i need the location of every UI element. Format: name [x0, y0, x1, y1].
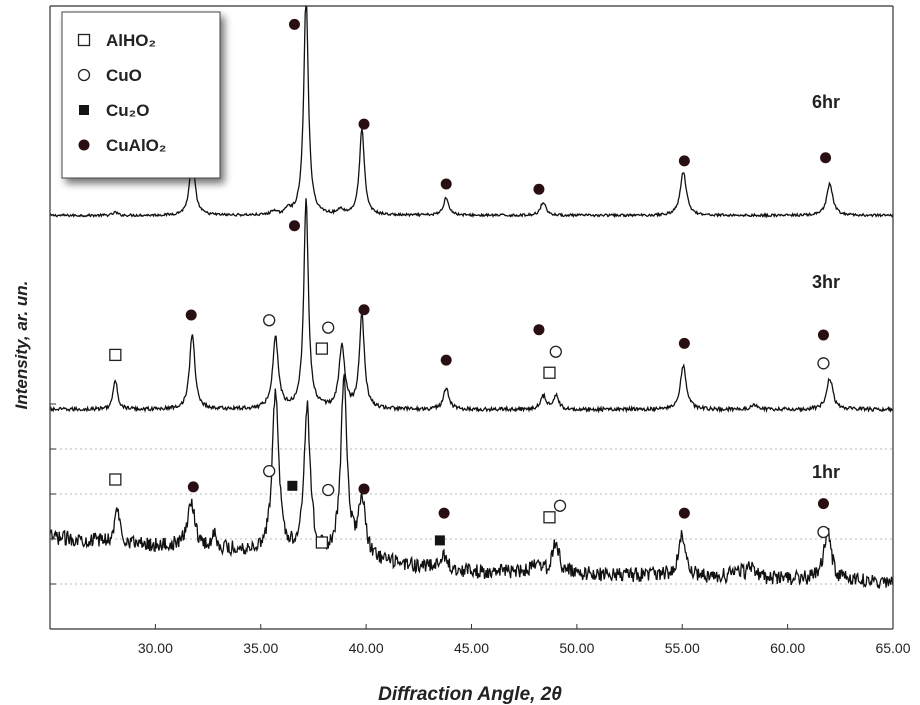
marker-6hr-CuAlO2-3 [358, 118, 370, 130]
marker-6hr-CuAlO2-7 [820, 152, 832, 164]
series-line-1hr [49, 373, 894, 589]
x-tick-label-6: 55.00 [665, 640, 700, 656]
marker-3hr-CuO-6 [322, 321, 335, 334]
legend-marker-CuO [77, 68, 91, 82]
x-tick-label-3: 40.00 [349, 640, 384, 656]
y-axis-ticks [50, 403, 56, 585]
marker-3hr-CuAlO2-9 [533, 324, 545, 336]
x-tick-label-5: 50.00 [559, 640, 594, 656]
marker-3hr-CuO-14 [817, 357, 830, 370]
marker-6hr-CuAlO2-2 [288, 18, 300, 30]
marker-6hr-CuAlO2-5 [533, 183, 545, 195]
marker-1hr-AlHO2-1 [109, 473, 122, 486]
marker-3hr-CuAlO2-7 [358, 304, 370, 316]
phase-markers [109, 18, 832, 549]
x-tick-label-1: 30.00 [138, 640, 173, 656]
marker-3hr-CuO-3 [263, 314, 276, 327]
marker-3hr-AlHO2-5 [315, 342, 329, 355]
marker-1hr-CuAlO2-8 [438, 507, 450, 519]
marker-1hr-Cu2O-4 [287, 480, 298, 491]
legend-label-Cu2O: Cu₂O [106, 101, 149, 120]
marker-3hr-AlHO2-1 [109, 348, 122, 362]
x-tick-label-8: 65.00 [875, 640, 910, 656]
marker-1hr-AlHO2-6 [315, 536, 329, 549]
marker-1hr-CuO-5 [322, 483, 335, 497]
legend-label-CuAlO2: CuAlO₂ [106, 136, 166, 155]
curve-labels: 6hr 3hr 1hr [812, 92, 840, 482]
x-axis-ticks: 30.00 35.00 40.00 45.00 50.00 55.00 60.00 65.00 [138, 624, 911, 656]
legend-label-AlHO2: AlHO₂ [106, 31, 156, 50]
marker-1hr-CuO-11 [553, 499, 567, 512]
marker-3hr-CuAlO2-13 [817, 329, 829, 341]
marker-3hr-CuAlO2-8 [440, 354, 452, 366]
x-tick-label-4: 45.00 [454, 640, 489, 656]
marker-1hr-CuO-14 [817, 525, 830, 539]
marker-1hr-CuAlO2-7 [358, 483, 370, 495]
marker-6hr-CuAlO2-6 [678, 155, 690, 167]
marker-1hr-CuO-3 [263, 464, 276, 478]
legend-label-CuO: CuO [106, 66, 142, 85]
x-tick-label-7: 60.00 [770, 640, 805, 656]
marker-3hr-CuAlO2-4 [288, 220, 300, 232]
x-axis-title: Diffraction Angle, 2θ [378, 684, 562, 705]
marker-1hr-CuAlO2-12 [678, 507, 690, 519]
marker-3hr-AlHO2-11 [543, 366, 556, 379]
series-label-6hr: 6hr [812, 92, 840, 112]
marker-3hr-CuAlO2-12 [678, 337, 690, 349]
y-axis-title: Intensity, ar. un. [12, 281, 31, 410]
legend: AlHO₂ CuO Cu₂O CuAlO₂ [61, 11, 221, 179]
legend-marker-CuAlO2 [78, 139, 90, 151]
marker-1hr-CuAlO2-2 [187, 481, 199, 493]
gridlines [50, 448, 893, 585]
legend-marker-Cu2O [79, 105, 89, 115]
legend-entries: AlHO₂ CuO Cu₂O CuAlO₂ [77, 31, 166, 155]
legend-marker-AlHO2 [77, 33, 91, 47]
series-line-3hr [49, 198, 894, 414]
series-label-3hr: 3hr [812, 272, 840, 292]
marker-3hr-CuAlO2-2 [185, 309, 197, 321]
marker-1hr-AlHO2-10 [543, 511, 556, 524]
marker-1hr-CuAlO2-13 [817, 498, 829, 510]
x-tick-label-2: 35.00 [243, 640, 278, 656]
marker-1hr-Cu2O-9 [434, 535, 445, 546]
marker-6hr-CuAlO2-4 [440, 178, 452, 190]
marker-3hr-CuO-10 [549, 345, 562, 358]
series-label-1hr: 1hr [812, 462, 840, 482]
